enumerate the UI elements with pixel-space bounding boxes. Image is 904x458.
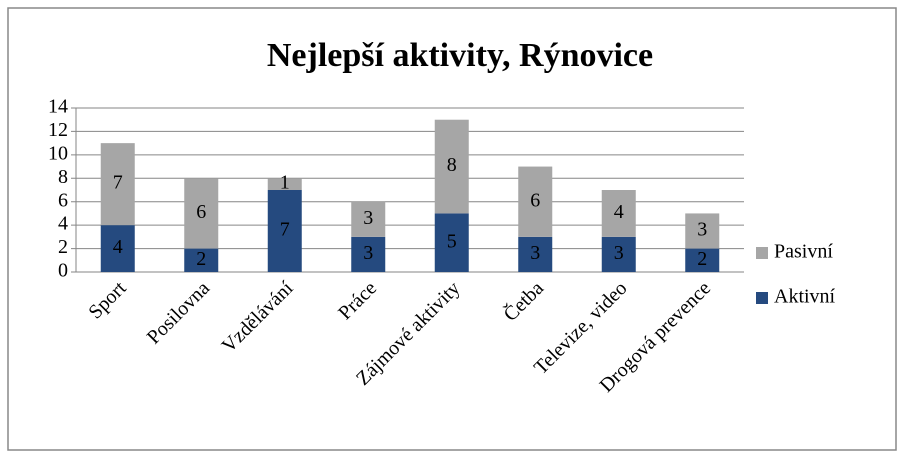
data-label: 2 [697, 248, 707, 270]
data-label: 6 [196, 201, 206, 223]
bar-segment [100, 143, 135, 226]
bar-segment [184, 248, 219, 272]
chart-title: Nejlepší aktivity, Rýnovice [267, 37, 653, 74]
bar-segment [267, 190, 302, 272]
y-tick-label: 6 [58, 189, 68, 211]
data-label: 2 [196, 248, 206, 270]
bar-segment [267, 178, 302, 190]
bar-segment [351, 236, 386, 272]
bar-segment [100, 225, 135, 272]
legend-swatch [756, 247, 768, 259]
y-tick-label: 8 [58, 166, 68, 188]
y-tick-label: 0 [58, 260, 68, 282]
data-label: 3 [614, 242, 624, 264]
bar-segment [434, 119, 469, 214]
data-label: 8 [447, 154, 457, 176]
y-tick-label: 2 [58, 236, 68, 258]
bar-segment [518, 236, 553, 272]
data-label: 3 [363, 207, 373, 229]
data-label: 4 [614, 201, 624, 223]
legend-label: Pasivní [774, 241, 833, 263]
y-tick-label: 12 [48, 119, 68, 141]
bar-segment [184, 178, 219, 249]
legend-swatch [756, 292, 768, 304]
bar-segment [434, 213, 469, 272]
y-tick-label: 14 [48, 96, 68, 118]
data-label: 6 [530, 189, 540, 211]
bar-segment [518, 166, 553, 237]
data-label: 3 [530, 242, 540, 264]
bar-segment [601, 190, 636, 237]
data-label: 1 [280, 172, 290, 194]
data-label: 7 [113, 172, 123, 194]
data-label: 7 [280, 219, 290, 241]
data-label: 4 [113, 236, 123, 258]
data-label: 5 [447, 230, 457, 252]
bar-segment [685, 248, 720, 272]
legend-label: Aktivní [774, 286, 836, 308]
bar-segment [351, 201, 386, 237]
bar-segment [601, 236, 636, 272]
data-label: 3 [697, 219, 707, 241]
y-tick-label: 4 [58, 213, 68, 235]
bar-segment [685, 213, 720, 249]
data-label: 3 [363, 242, 373, 264]
y-tick-label: 10 [48, 142, 68, 164]
